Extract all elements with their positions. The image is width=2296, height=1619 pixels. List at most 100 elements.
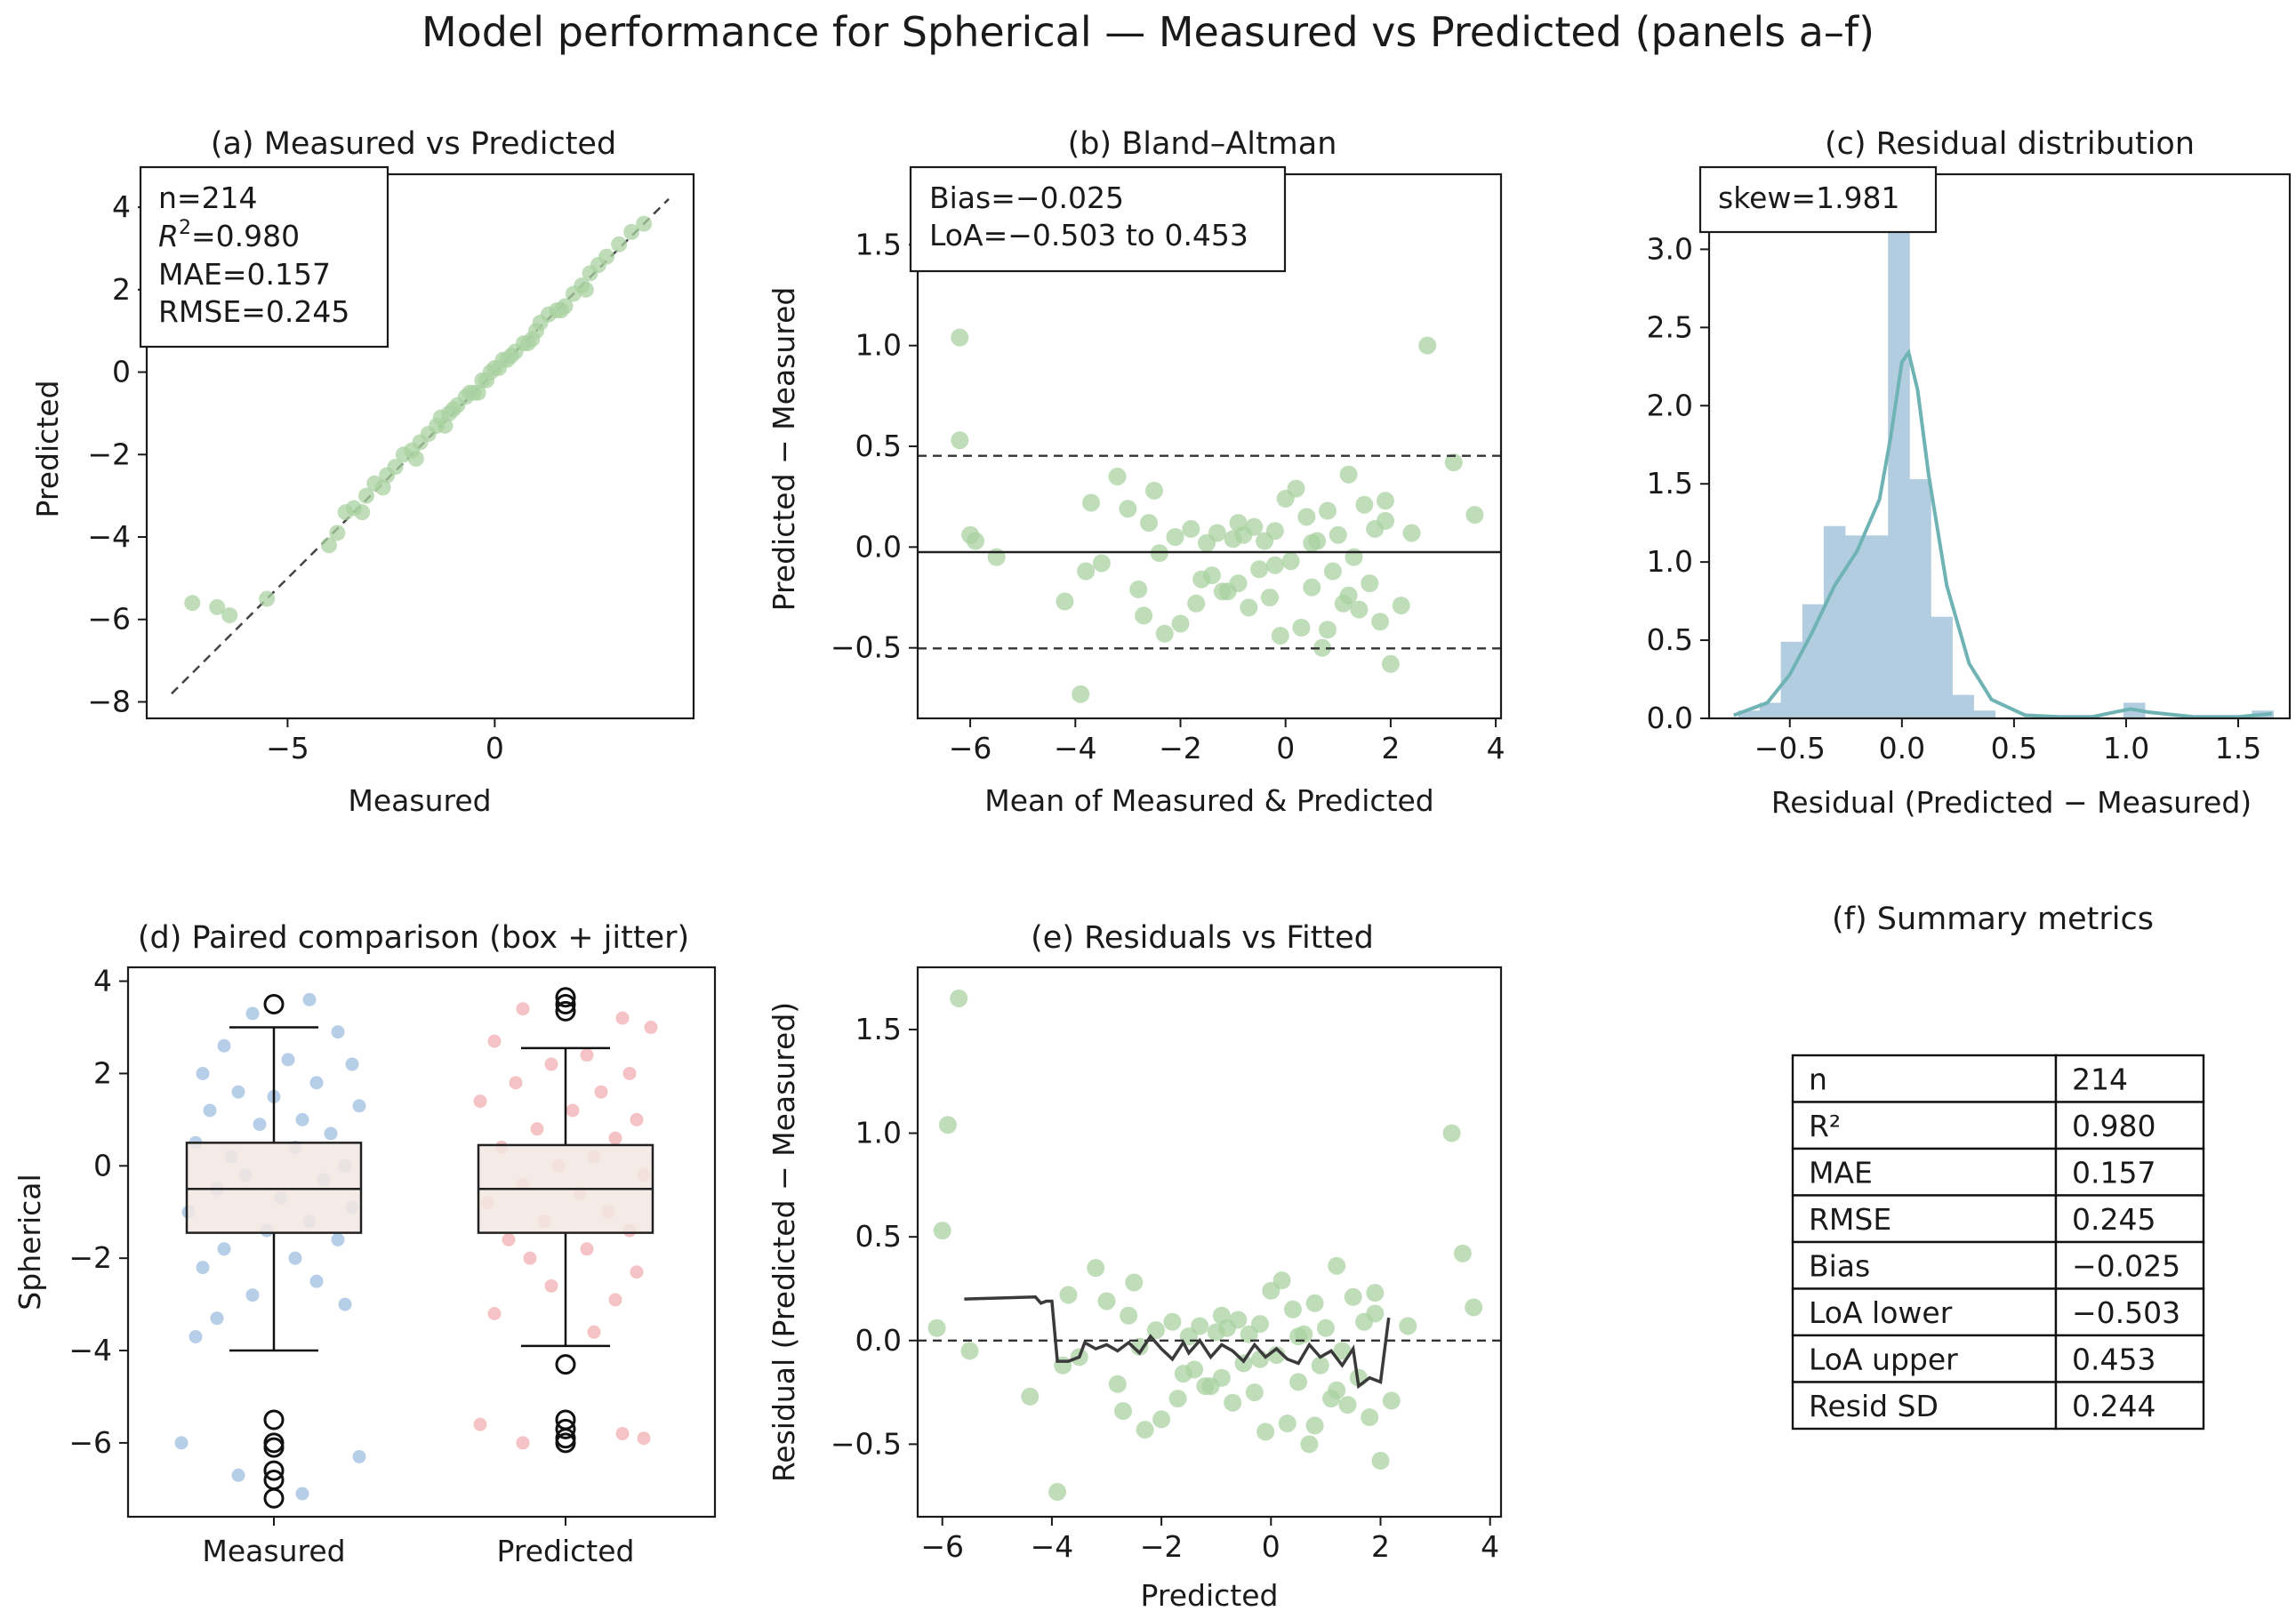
residual-point	[1316, 1318, 1335, 1337]
jitter-point	[331, 1232, 345, 1246]
ba-point	[1318, 501, 1337, 520]
table-cell-value	[2054, 1287, 2205, 1337]
scatter-point	[374, 479, 391, 496]
panel-a-xtick-label: −5	[266, 731, 309, 765]
scatter-point	[321, 537, 337, 554]
residual-point	[1136, 1421, 1154, 1439]
summary-metrics-table: n 214 R² 0.980 MAE 0.157 RMSE 0.245 Bias −0.025 Lo…	[1791, 1054, 2205, 1431]
ba-point	[1250, 560, 1269, 579]
ba-point	[1056, 592, 1074, 611]
annotation-mae: MAE=0.157	[158, 257, 331, 292]
outlier-marker	[555, 994, 576, 1015]
panel-c-xtick-label: 0.5	[1991, 731, 2037, 765]
ba-point	[1260, 589, 1279, 606]
panel-b-ytick-label: 0.0	[855, 529, 902, 564]
skew-annotation-box	[1698, 165, 1938, 234]
panel-c-xtick-label: 1.5	[2215, 731, 2261, 765]
ba-point	[1329, 525, 1347, 544]
ba-point	[1119, 500, 1137, 518]
ba-point	[1318, 621, 1337, 639]
jitter-point	[309, 1076, 324, 1090]
annotation-n: n=214	[158, 180, 258, 215]
residual-point	[1087, 1259, 1105, 1278]
panel-d-ylabel: Spherical	[12, 1174, 47, 1310]
ba-point	[1287, 479, 1305, 498]
panel-a: (a) Measured vs Predicted −5 0 −8 −6 −4 −2 0 2 4…	[30, 126, 695, 818]
jitter-point	[203, 1103, 217, 1118]
residual-point	[1283, 1300, 1302, 1318]
table-metric-value: 0.980	[2072, 1109, 2156, 1143]
jitter-point	[487, 1306, 502, 1320]
outlier-marker	[555, 1418, 576, 1439]
panel-a-ytick-label: 0	[112, 355, 131, 389]
ba-point	[1144, 481, 1163, 500]
panel-b-ytick-label: 1.0	[855, 328, 902, 363]
ba-point	[1303, 533, 1321, 552]
residual-point	[1152, 1410, 1171, 1429]
ba-point	[1082, 493, 1101, 512]
residual-point	[1361, 1408, 1379, 1427]
jitter-point	[210, 1311, 224, 1326]
panel-c-axes	[1707, 172, 2292, 720]
scatter-point	[357, 487, 374, 504]
ba-point	[1465, 506, 1484, 525]
table-cell-value	[2054, 1334, 2205, 1383]
panel-c-ytick-label: 3.0	[1647, 231, 1693, 266]
table-metric-name: RMSE	[1809, 1202, 1891, 1237]
jitter-point	[288, 1251, 302, 1265]
panel-f: (f) Summary metrics n 214 R² 0.980 MAE 0.157 R…	[1791, 902, 2205, 1431]
kde-curve	[1733, 348, 2273, 719]
residual-point	[1366, 1304, 1385, 1323]
panel-b-ytick-label: −0.5	[831, 630, 902, 665]
panel-a-ytick-label: −8	[87, 684, 131, 718]
jitter-point	[594, 1085, 608, 1099]
table-metric-value: 214	[2072, 1062, 2128, 1096]
residual-point	[1453, 1244, 1472, 1262]
panel-a-title: (a) Measured vs Predicted	[211, 126, 616, 162]
ba-point	[1208, 524, 1226, 542]
scatter-point	[524, 331, 541, 348]
panel-c: (c) Residual distribution −0.5 0.0 0.5 1.0 1…	[1647, 126, 2292, 820]
jitter-point	[217, 1038, 231, 1053]
jitter-point	[345, 1057, 359, 1071]
panel-b-xtick-label: 2	[1381, 731, 1400, 765]
panel-d-category-label: Predicted	[497, 1534, 635, 1568]
panel-e-xtick-label: 0	[1262, 1529, 1280, 1564]
ba-point	[1355, 495, 1374, 514]
jitter-point	[473, 1094, 487, 1109]
jitter-point	[253, 1118, 267, 1132]
table-cell-value	[2054, 1054, 2205, 1103]
scatter-point	[387, 459, 404, 476]
jitter-point	[231, 1085, 245, 1099]
residual-point	[1300, 1435, 1319, 1454]
panel-a-ytick-label: 4	[112, 189, 131, 224]
panel-a-xlabel: Measured	[348, 783, 491, 818]
panel-e-ylabel: Residual (Predicted − Measured)	[767, 1002, 801, 1482]
jitter-point	[544, 1278, 558, 1293]
annotation-loa: LoA=−0.503 to 0.453	[929, 218, 1248, 252]
residual-point	[1338, 1396, 1357, 1415]
panel-e-xlabel: Predicted	[1141, 1578, 1279, 1613]
table-metric-value: −0.503	[2072, 1295, 2180, 1330]
panel-d: (d) Paired comparison (box + jitter) −6 −…	[12, 920, 717, 1568]
ba-point	[1108, 468, 1127, 485]
residual-point	[1311, 1356, 1329, 1375]
jitter-point	[174, 1436, 189, 1450]
panel-c-xtick-label: −0.5	[1754, 731, 1826, 765]
histogram-bar	[1866, 535, 1889, 718]
table-cell-label	[1791, 1054, 2058, 1103]
figure-title: Model performance for Spherical — Measur…	[421, 8, 1875, 56]
residual-point	[1399, 1317, 1417, 1335]
panel-e-xtick-label: −6	[920, 1529, 964, 1564]
outlier-marker	[263, 1437, 285, 1458]
ba-point	[1218, 582, 1237, 601]
ba-point	[1297, 508, 1316, 526]
outlier-marker	[263, 994, 285, 1015]
residual-point	[1113, 1402, 1132, 1421]
panel-a-ytick-label: −2	[87, 437, 131, 471]
outlier-marker	[263, 1409, 285, 1431]
ba-point	[1303, 578, 1321, 597]
jitter-point	[302, 992, 317, 1006]
ba-point	[951, 328, 969, 347]
